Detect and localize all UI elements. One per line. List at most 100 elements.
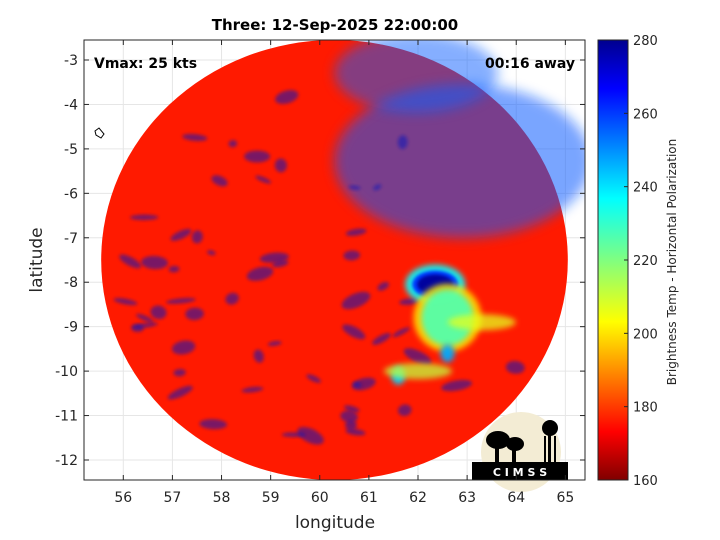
y-tick-label: -9 [64, 320, 78, 336]
swath-texture [345, 228, 367, 237]
y-tick-label: -8 [64, 275, 78, 291]
swath-texture [272, 260, 289, 268]
chart-title: Three: 12-Sep-2025 22:00:00 [212, 16, 459, 34]
colorbar-ticks: 280 260 240 220 200 180 160 [624, 34, 658, 489]
swath-texture [132, 322, 158, 329]
swath-texture [267, 341, 282, 347]
island-outline [94, 127, 105, 139]
swath-texture [150, 305, 167, 320]
swath-texture [185, 307, 204, 321]
feature-convective_cluster [421, 289, 474, 346]
colorbar-tick-label: 280 [633, 34, 658, 49]
colorbar-label: Brightness Temp - Horizontal Polarizatio… [665, 139, 679, 386]
cimss-logo: C I M S S [472, 412, 568, 492]
swath-texture [246, 266, 274, 281]
x-tick-label: 61 [360, 490, 378, 506]
swath-texture [352, 381, 362, 388]
swath-texture [166, 297, 196, 304]
x-tick-label: 59 [262, 490, 280, 506]
y-tick-label: -3 [64, 53, 78, 69]
swath-texture [141, 255, 169, 270]
feature-convective_band [384, 363, 452, 380]
swath-texture [297, 427, 324, 445]
swath-texture [168, 265, 180, 273]
vmax-annotation: Vmax: 25 kts [94, 56, 197, 72]
swath-texture [113, 298, 138, 306]
swath-texture [441, 379, 472, 392]
swath-texture [255, 175, 271, 184]
swath-texture [171, 340, 196, 355]
feature-cold_cell [440, 344, 455, 363]
y-tick-label: -6 [64, 186, 78, 202]
swath-texture [343, 250, 361, 261]
x-tick-label: 56 [114, 490, 132, 506]
swath-texture [392, 327, 410, 338]
swath-texture [274, 158, 287, 173]
colorbar-tick-label: 240 [633, 181, 658, 196]
y-tick-label: -7 [64, 231, 78, 247]
swath-texture [259, 252, 289, 263]
swath-texture [119, 254, 142, 269]
x-tick-label: 60 [311, 490, 329, 506]
swath-texture [334, 84, 585, 238]
x-tick-label: 58 [213, 490, 231, 506]
swath-texture [334, 40, 498, 113]
swath-texture [173, 368, 186, 377]
convective-features [384, 264, 516, 385]
colorbar-tick-label: 180 [633, 401, 658, 416]
swath-texture [241, 386, 264, 393]
swath-texture [191, 230, 203, 244]
x-tick-label: 62 [409, 490, 427, 506]
swath-texture [345, 420, 357, 430]
plot-frame [83, 39, 586, 481]
swath-texture [377, 282, 389, 291]
colorbar-tick-label: 160 [633, 474, 658, 489]
swath-texture [345, 428, 366, 436]
swath-texture [397, 135, 408, 149]
colorbar-tick-label: 220 [633, 254, 658, 269]
swath-texture [342, 324, 366, 340]
x-axis-ticks: 56 57 58 59 60 61 62 63 64 65 [114, 40, 574, 506]
swath-texture [344, 405, 360, 413]
time-away-annotation: 00:16 away [485, 56, 575, 72]
swath-texture [207, 250, 216, 256]
y-axis-label: latitude [27, 227, 47, 292]
x-tick-label: 65 [556, 490, 574, 506]
y-tick-label: -4 [64, 97, 78, 113]
x-tick-label: 57 [163, 490, 181, 506]
swath-texture [340, 410, 358, 423]
swath-texture [397, 404, 412, 416]
swath-texture [182, 133, 208, 142]
colorbar [597, 39, 629, 481]
swath-texture [275, 90, 299, 104]
cimss-logo-text: C I M S S [493, 466, 547, 479]
swath-texture [253, 349, 264, 363]
swath-texture [170, 228, 192, 241]
y-tick-label: -11 [55, 409, 78, 425]
swath-texture [244, 150, 271, 163]
swath-texture [399, 298, 419, 306]
y-tick-label: -10 [55, 364, 78, 380]
colorbar-tick-label: 200 [633, 327, 658, 342]
swath-texture [225, 292, 239, 305]
swath-texture [372, 333, 391, 345]
y-tick-label: -12 [55, 453, 78, 469]
y-axis-ticks: -3 -4 -5 -6 -7 -8 -9 -10 -11 -12 [55, 53, 585, 469]
swath-texture [341, 291, 371, 310]
swath-texture [211, 175, 228, 187]
swath-texture [306, 374, 321, 383]
x-tick-label: 63 [458, 490, 476, 506]
swath-texture [130, 214, 159, 221]
x-tick-label: 64 [507, 490, 525, 506]
swath-texture [373, 184, 382, 191]
swath-texture [199, 419, 227, 430]
feature-convective_band [447, 314, 516, 331]
swath-texture [167, 385, 193, 400]
x-axis-label: longitude [295, 513, 375, 533]
colorbar-tick-label: 260 [633, 107, 658, 122]
swath-texture [505, 360, 525, 374]
swath-texture [228, 140, 238, 148]
swath-texture [136, 313, 154, 323]
y-tick-label: -5 [64, 142, 78, 158]
